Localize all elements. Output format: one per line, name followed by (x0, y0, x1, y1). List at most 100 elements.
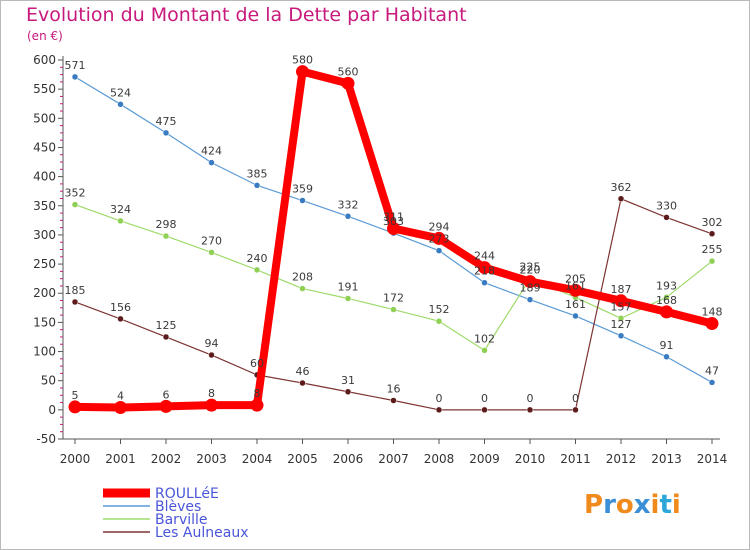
data-label: 220 (520, 264, 541, 277)
data-point (572, 406, 579, 414)
legend-label: Blèves (155, 499, 201, 515)
data-label: 47 (705, 364, 719, 377)
chart-title: Evolution du Montant de la Dette par Hab… (26, 4, 467, 26)
logo-letter: i (671, 490, 681, 520)
data-label: 125 (156, 319, 177, 332)
data-label: 102 (474, 332, 495, 345)
data-label: 560 (338, 65, 359, 78)
data-label: 152 (429, 303, 450, 316)
data-label: 273 (429, 233, 450, 246)
data-label: 352 (65, 187, 86, 200)
legend-label: Barville (155, 512, 208, 528)
data-point (344, 388, 352, 396)
y-tick-label: 550 (33, 82, 56, 96)
data-label: 185 (65, 284, 86, 297)
data-label: 270 (201, 234, 222, 247)
data-label: 189 (520, 282, 541, 295)
x-tick-label: 2009 (469, 452, 500, 466)
data-point (344, 213, 352, 220)
data-point (617, 195, 625, 203)
x-tick-label: 2003 (196, 452, 227, 466)
data-label: 6 (163, 388, 170, 401)
data-point (481, 347, 488, 354)
data-label: 8 (208, 387, 215, 400)
chart-unit-label: (en €) (27, 29, 63, 43)
logo-letter: o (615, 490, 634, 520)
data-label: 571 (65, 59, 86, 72)
data-point (296, 65, 309, 79)
data-label: 324 (110, 203, 131, 216)
data-label: 475 (156, 115, 177, 128)
data-label: 225 (520, 261, 541, 274)
data-point (614, 294, 628, 308)
data-label: 302 (702, 216, 723, 229)
data-label: 332 (338, 198, 359, 211)
x-tick-label: 2014 (697, 452, 728, 466)
data-label: 240 (247, 252, 268, 265)
x-tick-label: 2007 (378, 452, 409, 466)
data-label: 311 (383, 211, 404, 224)
logo-letter: t (659, 490, 672, 520)
y-tick-label: 500 (33, 111, 56, 125)
data-point (159, 399, 173, 413)
data-point (526, 406, 534, 414)
y-tick-label: 0 (48, 403, 56, 417)
data-label: 218 (474, 265, 495, 278)
data-point (68, 400, 82, 414)
data-point (617, 332, 625, 340)
data-label: 168 (656, 294, 677, 307)
data-point (435, 317, 443, 325)
data-point (208, 159, 215, 166)
x-tick-label: 2006 (333, 452, 364, 466)
data-point (663, 353, 670, 361)
data-point (117, 315, 124, 323)
data-label: 94 (205, 337, 219, 350)
data-label: 91 (660, 339, 674, 352)
data-label: 385 (247, 167, 268, 180)
data-point (253, 182, 261, 189)
data-label: 330 (656, 199, 677, 212)
data-point (117, 101, 124, 108)
data-point (253, 266, 261, 274)
data-label: 0 (527, 392, 534, 405)
data-label: 294 (429, 220, 450, 233)
data-point (341, 76, 355, 90)
data-point (660, 305, 673, 319)
y-tick-label: 450 (33, 140, 56, 154)
x-tick-label: 2002 (151, 452, 182, 466)
logo-letter: i (650, 490, 660, 520)
data-label: 8 (254, 387, 261, 400)
y-tick-label: 250 (33, 257, 56, 271)
data-point (71, 298, 79, 306)
y-tick-label: 350 (33, 199, 56, 213)
data-point (162, 333, 170, 341)
data-point (569, 283, 582, 297)
data-point (250, 398, 264, 412)
logo-letter: r (603, 490, 616, 520)
x-tick-label: 2008 (424, 452, 455, 466)
data-point (117, 217, 124, 225)
x-tick-label: 2000 (60, 452, 91, 466)
data-label: 424 (201, 145, 222, 158)
data-point (390, 306, 397, 313)
data-label: 0 (572, 392, 579, 405)
data-label: 60 (250, 357, 264, 370)
data-point (208, 351, 215, 359)
data-point (432, 231, 446, 245)
data-point (523, 275, 537, 289)
data-point (663, 214, 670, 221)
data-label: 362 (611, 181, 632, 194)
data-point (387, 222, 400, 236)
data-point (299, 197, 306, 204)
y-tick-label: 150 (33, 315, 56, 329)
data-label: 359 (292, 183, 313, 196)
data-labels-layer: 5715244754243853593323032732181891611279… (65, 54, 723, 405)
series-layer (68, 65, 719, 415)
x-tick-label: 2005 (287, 452, 318, 466)
data-label: 4 (117, 390, 124, 403)
data-label: 255 (702, 243, 723, 256)
logo-letter: P (584, 490, 604, 520)
x-tick-label: 2010 (515, 452, 546, 466)
